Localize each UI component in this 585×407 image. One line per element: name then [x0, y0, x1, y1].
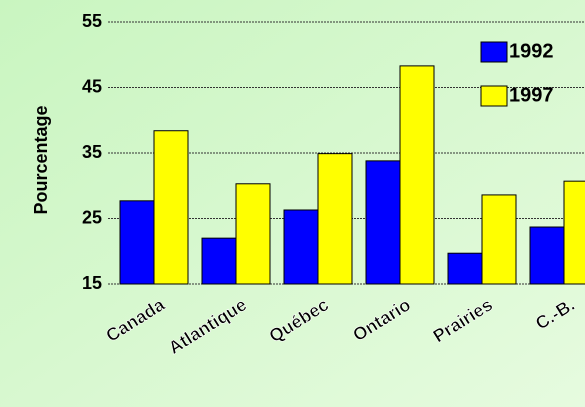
- y-tick-label: 55: [82, 11, 102, 31]
- y-axis-title: Pourcentage: [31, 105, 51, 214]
- bar: [153, 130, 189, 285]
- bar: [365, 160, 401, 285]
- legend-label: 1992: [509, 40, 554, 62]
- bar: [201, 237, 237, 285]
- bar: [481, 194, 517, 285]
- legend-swatch: [480, 41, 508, 63]
- y-tick-label: 15: [82, 273, 102, 293]
- bar: [447, 252, 483, 285]
- y-tick-label: 35: [82, 142, 102, 162]
- bar: [283, 209, 319, 285]
- y-tick-label: 45: [82, 76, 102, 96]
- y-tick-label: 25: [82, 207, 102, 227]
- bar: [119, 200, 155, 285]
- bar: [563, 180, 585, 285]
- legend-swatch: [480, 85, 508, 107]
- bar: [235, 183, 271, 285]
- legend-label: 1997: [509, 84, 554, 106]
- bar: [399, 65, 435, 285]
- bar: [317, 153, 353, 285]
- bar: [529, 226, 565, 285]
